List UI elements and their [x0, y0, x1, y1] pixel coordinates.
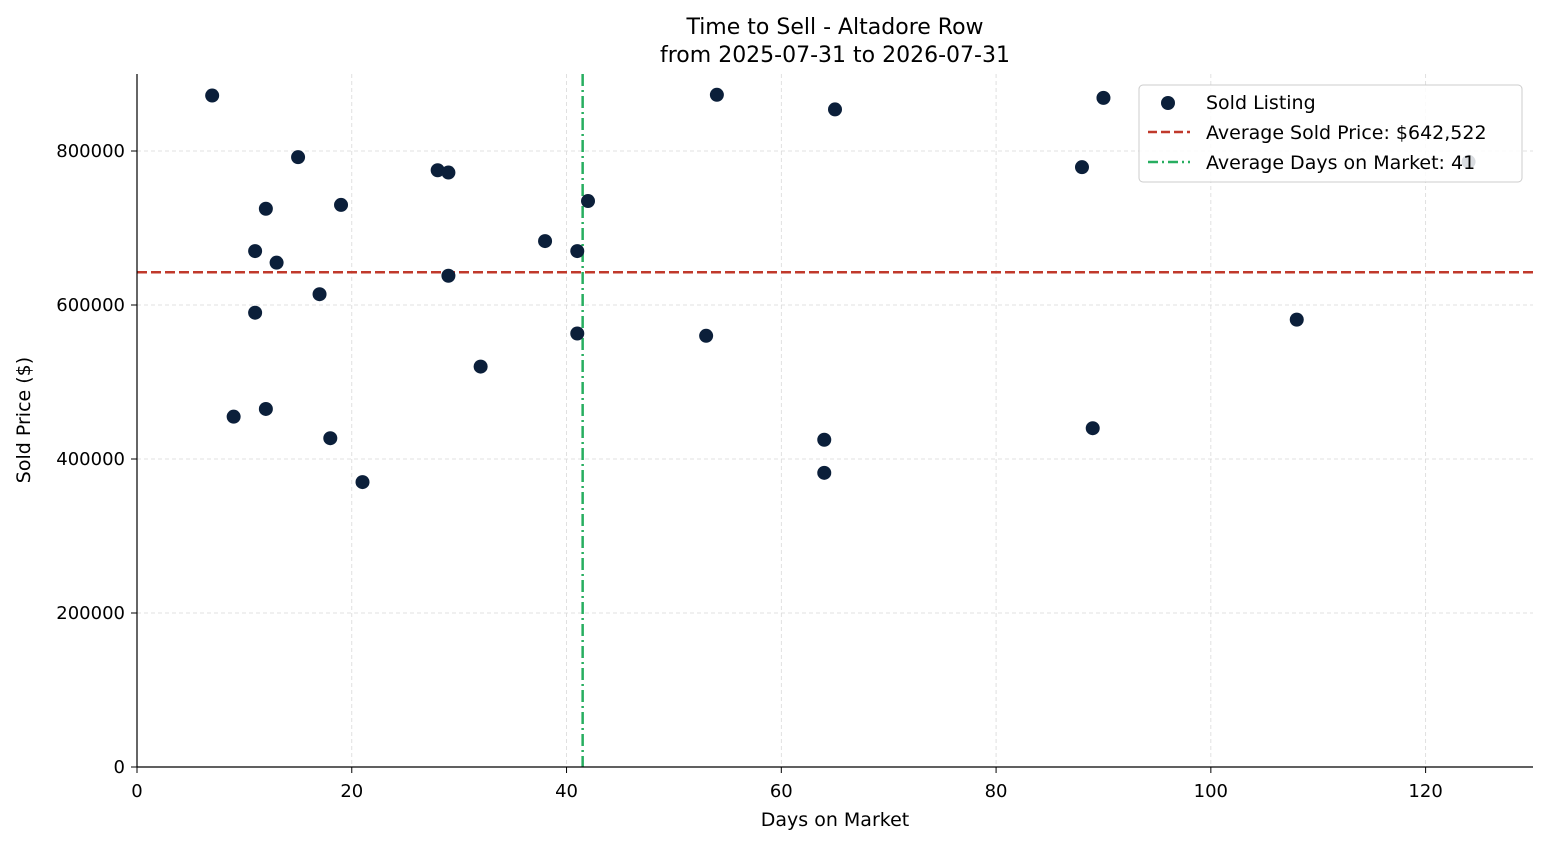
data-point	[334, 197, 349, 212]
data-point	[205, 88, 220, 103]
data-point	[817, 465, 832, 480]
data-point	[570, 244, 585, 259]
legend-marker-sold-listing	[1161, 96, 1175, 110]
data-point	[355, 475, 370, 490]
legend: Sold Listing Average Sold Price: $642,52…	[1138, 84, 1523, 183]
x-tick-label: 20	[340, 781, 363, 802]
y-tick-label: 0	[114, 757, 125, 778]
axes	[131, 74, 1533, 773]
x-tick-label: 120	[1408, 781, 1442, 802]
data-point	[828, 102, 842, 117]
data-point	[817, 432, 832, 447]
data-point	[441, 268, 456, 283]
data-point	[1289, 312, 1304, 327]
data-point	[248, 305, 263, 320]
x-tick-label: 60	[770, 781, 793, 802]
data-point	[1074, 160, 1089, 175]
legend-label-sold-listing: Sold Listing	[1206, 92, 1316, 114]
legend-label-average-days: Average Days on Market: 41	[1206, 152, 1475, 174]
data-point	[258, 201, 273, 216]
x-tick-label: 0	[131, 781, 142, 802]
chart-title: Time to Sell - Altadore Row	[685, 15, 983, 40]
y-tick-label: 600000	[56, 295, 125, 316]
data-point	[699, 328, 714, 343]
tick-labels: 0 20 40 60 80 100 120 0 200000 400000 600000 800000	[56, 141, 1443, 802]
data-point	[248, 244, 263, 259]
x-tick-label: 80	[985, 781, 1008, 802]
y-tick-label: 800000	[56, 141, 125, 162]
legend-frame	[1138, 84, 1523, 183]
x-tick-label: 40	[555, 781, 578, 802]
y-tick-label: 400000	[56, 449, 125, 470]
data-point	[226, 409, 241, 424]
data-point	[441, 165, 456, 180]
data-point	[291, 150, 306, 165]
data-point	[709, 87, 724, 102]
y-axis-label: Sold Price ($)	[13, 357, 35, 483]
data-point	[323, 431, 338, 446]
x-axis-label: Days on Market	[761, 809, 909, 831]
y-tick-label: 200000	[56, 603, 125, 624]
reference-lines	[137, 74, 1533, 767]
legend-label-average-price: Average Sold Price: $642,522	[1206, 122, 1487, 144]
data-point	[538, 234, 553, 249]
data-point	[1085, 421, 1100, 436]
chart-subtitle: from 2025-07-31 to 2026-07-31	[660, 43, 1010, 68]
data-point	[312, 287, 327, 302]
data-point	[473, 359, 488, 374]
data-point	[258, 401, 273, 416]
data-point	[430, 163, 445, 178]
data-point	[1096, 90, 1111, 105]
data-point	[269, 255, 284, 270]
data-point	[581, 194, 596, 209]
x-tick-label: 100	[1194, 781, 1228, 802]
data-point	[570, 326, 585, 341]
